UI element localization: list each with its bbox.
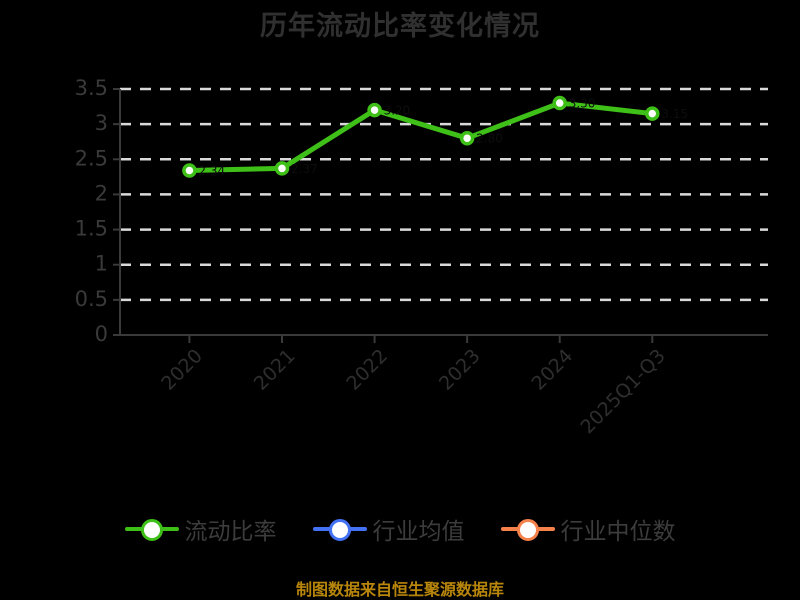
y-axis-tick-label: 2: [95, 181, 108, 205]
x-axis-tick-label: 2020: [157, 345, 207, 395]
data-point-marker[interactable]: [645, 106, 660, 121]
y-axis-ticks-group: 0 0.5 1 1.5 2 2.5 3 3.5: [75, 76, 120, 346]
x-axis-ticks-group: 2020 2021 2022 2023 2024 2025Q1-Q3: [157, 335, 670, 438]
series-markers-liquidity-ratio: [182, 95, 660, 178]
data-point-labels-group: 2.34 2.37 3.20 2.80 3.30 3.15: [198, 97, 688, 178]
data-point-label: 2.37: [291, 162, 318, 176]
y-axis-tick-label: 2.5: [75, 146, 108, 170]
gridlines-group: [120, 87, 768, 302]
data-point-label: 3.20: [384, 104, 411, 118]
data-point-label: 2.80: [476, 132, 503, 146]
x-axis-tick-label: 2023: [435, 345, 485, 395]
legend-marker-green: [124, 516, 179, 542]
legend-marker-orange: [500, 516, 555, 542]
y-axis-tick-label: 1: [95, 252, 108, 276]
legend-label-liquidity-ratio: 流动比率: [184, 519, 277, 545]
chart-title: 历年流动比率变化情况: [260, 11, 540, 42]
chart-legend: 流动比率 行业均值 行业中位数: [0, 512, 800, 546]
x-axis-tick-label: 2024: [527, 345, 577, 395]
y-axis-tick-label: 0: [95, 322, 108, 346]
data-point-label: 3.15: [661, 107, 688, 121]
legend-label-industry-median: 行业中位数: [560, 519, 676, 545]
y-axis-tick-label: 3: [95, 111, 108, 135]
x-axis-tick-label: 2025Q1-Q3: [576, 345, 669, 438]
y-axis-tick-label: 1.5: [75, 217, 108, 241]
data-point-marker[interactable]: [274, 161, 290, 176]
line-path-liquidity-ratio: [186, 100, 655, 174]
data-point-label: 3.30: [569, 97, 596, 111]
data-point-marker[interactable]: [182, 163, 197, 178]
data-point-label: 2.34: [198, 164, 225, 178]
x-axis-tick-label: 2021: [250, 345, 300, 395]
data-point-marker[interactable]: [552, 95, 567, 111]
legend-marker-blue: [312, 516, 367, 542]
series-line-liquidity-ratio: [186, 100, 655, 174]
data-point-marker[interactable]: [367, 102, 382, 118]
footer-source-note: 制图数据来自恒生聚源数据库: [295, 580, 504, 599]
x-axis-tick-label: 2022: [342, 345, 392, 395]
legend-item-industry-median[interactable]: 行业中位数: [500, 512, 676, 546]
y-axis-tick-label: 0.5: [75, 287, 108, 311]
legend-item-industry-average[interactable]: 行业均值: [312, 512, 465, 546]
data-point-marker[interactable]: [459, 130, 475, 146]
plot-area: 0 0.5 1 1.5 2 2.5 3 3.5 2020 2021 2022 2023 2024 202…: [75, 76, 768, 438]
y-axis-tick-label: 3.5: [75, 76, 108, 100]
legend-item-liquidity-ratio[interactable]: 流动比率: [124, 512, 277, 546]
legend-label-industry-average: 行业均值: [372, 519, 465, 545]
